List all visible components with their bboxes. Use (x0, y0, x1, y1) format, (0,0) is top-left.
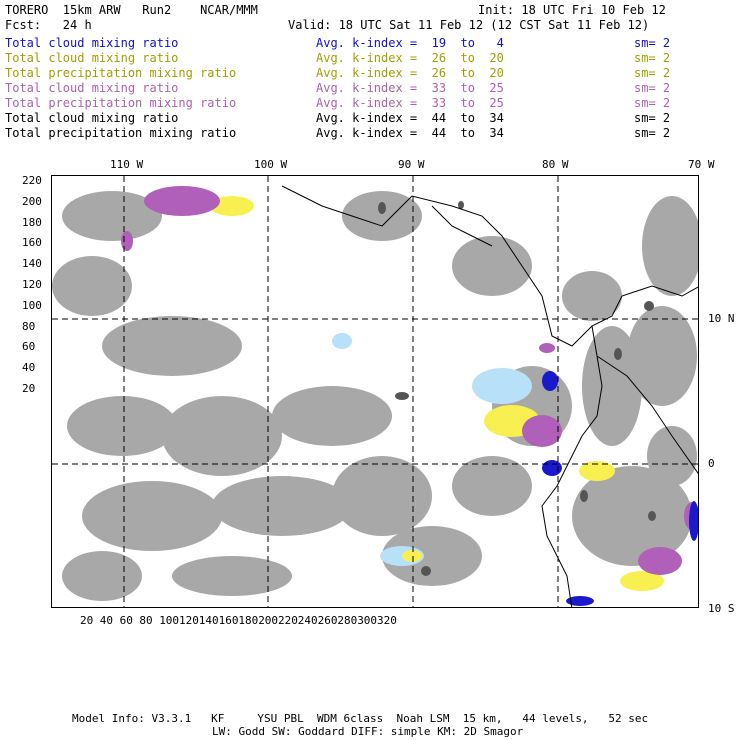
legend-smoothing: sm= 2 (634, 126, 671, 140)
x-tick-label: 220 (278, 614, 298, 627)
x-tick-label: 80 (139, 614, 153, 627)
legend-field: Total precipitation mixing ratio (5, 126, 237, 140)
x-tick-label: 320 (377, 614, 397, 627)
x-tick-label: 100 (159, 614, 180, 627)
lon-label-110w: 110 W (110, 158, 144, 171)
y-tick-label: 220 (22, 174, 42, 187)
x-tick-label: 20 (80, 614, 94, 627)
x-tick-label: 40 (99, 614, 114, 627)
blue-field (542, 371, 698, 606)
legend-field: Total cloud mixing ratio (5, 51, 179, 65)
legend-field: Total cloud mixing ratio (5, 111, 179, 125)
legend-range: Avg. k-index = 44 to 34 (316, 111, 504, 125)
lat-lon-grid (52, 176, 698, 607)
lon-label-100w: 100 W (254, 158, 288, 171)
legend-smoothing: sm= 2 (634, 111, 671, 125)
model-title: TORERO 15km ARW Run2 NCAR/MMM (5, 3, 258, 17)
model-info: Model Info: V3.3.1 KF YSU PBL WDM 6class… (72, 712, 649, 725)
legend-smoothing: sm= 2 (634, 66, 671, 80)
y-tick-label: 160 (22, 236, 42, 250)
init-time: Init: 18 UTC Fri 10 Feb 12 (478, 3, 666, 17)
legend-smoothing: sm= 2 (634, 51, 671, 65)
legend-smoothing: sm= 2 (634, 96, 671, 110)
x-tick-label: 140 (198, 614, 219, 627)
coastline (281, 185, 698, 607)
legend-range: Avg. k-index = 44 to 34 (316, 126, 504, 140)
x-tick-label: 280 (337, 614, 358, 627)
legend-field: Total cloud mixing ratio (5, 81, 179, 95)
dark-cloud-spots (378, 201, 656, 576)
x-tick-label: 180 (238, 614, 259, 627)
legend-field: Total precipitation mixing ratio (5, 96, 237, 110)
y-tick-label: 80 (22, 319, 36, 333)
legend-smoothing: sm= 2 (634, 81, 671, 95)
yellow-field (210, 196, 664, 591)
legend-smoothing: sm= 2 (634, 36, 671, 50)
valid-time: Valid: 18 UTC Sat 11 Feb 12 (12 CST Sat … (288, 18, 650, 32)
forecast-hour: Fcst: 24 h (5, 18, 92, 32)
cloud-field (52, 191, 698, 601)
y-tick-label: 100 (22, 298, 42, 312)
y-tick-label: 200 (22, 194, 42, 208)
legend-range: Avg. k-index = 19 to 4 (316, 36, 504, 50)
purple-field (121, 186, 698, 575)
legend-field: Total cloud mixing ratio (5, 36, 179, 50)
x-tick-label: 120 (179, 614, 199, 627)
lon-label-90w: 90 W (398, 158, 425, 171)
y-tick-label: 180 (22, 215, 42, 229)
y-tick-label: 20 (22, 382, 36, 395)
legend-range: Avg. k-index = 26 to 20 (316, 66, 504, 80)
map-panel (51, 175, 699, 608)
physics-info: LW: Godd SW: Goddard DIFF: simple KM: 2D… (212, 725, 524, 738)
y-tick-label: 140 (22, 257, 42, 271)
y-tick-label: 40 (22, 361, 36, 375)
lon-label-70w: 70 W (688, 158, 715, 171)
x-tick-label: 300 (357, 614, 378, 627)
legend-field: Total precipitation mixing ratio (5, 66, 237, 80)
legend-range: Avg. k-index = 26 to 20 (316, 51, 504, 65)
x-tick-label: 260 (317, 614, 338, 627)
x-tick-label: 160 (218, 614, 239, 627)
legend-range: Avg. k-index = 33 to 25 (316, 81, 504, 95)
y-tick-label: 60 (22, 340, 36, 354)
x-tick-label: 60 (119, 614, 133, 627)
y-tick-label: 120 (22, 278, 42, 291)
lat-label-0: 0 (708, 457, 715, 470)
x-tick-label: 240 (297, 614, 318, 627)
legend-range: Avg. k-index = 33 to 25 (316, 96, 504, 110)
lon-label-80w: 80 W (542, 158, 569, 171)
lat-label-10s: 10 S (708, 602, 735, 615)
x-tick-label: 200 (258, 614, 279, 627)
cloud-map (52, 176, 698, 607)
lat-label-10n: 10 N (708, 312, 735, 325)
